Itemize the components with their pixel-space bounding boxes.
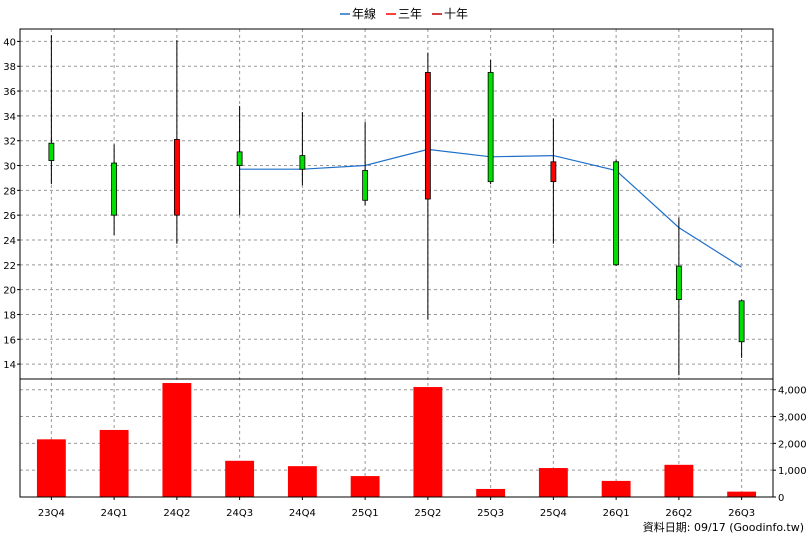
volume-bar	[350, 476, 380, 497]
legend-label: 年線	[352, 6, 376, 21]
price-tick-label: 32	[3, 137, 16, 148]
volume-tick-label: 2,000	[778, 439, 807, 450]
price-tick-label: 18	[3, 310, 16, 321]
candle-body	[424, 72, 431, 200]
price-tick-label: 20	[3, 286, 16, 297]
candle-body	[111, 162, 118, 216]
candle-body	[362, 170, 369, 201]
volume-bar	[476, 488, 506, 497]
chart-legend: 年線 三年 十年	[340, 6, 468, 21]
legend-label: 三年	[398, 7, 422, 21]
axes: 14 16 18 20 22 24 26 28 30 32 34 36 38 40 0 1,000 2,000 3…	[3, 28, 807, 519]
candle-body	[675, 265, 682, 300]
category-tick-label: 25Q3	[477, 508, 504, 519]
volume-bar	[727, 491, 757, 497]
category-tick-label: 24Q4	[289, 508, 316, 519]
candle-body	[487, 72, 494, 183]
grid-lines	[20, 29, 773, 497]
candle-body	[48, 142, 55, 161]
volume-bar	[287, 466, 317, 497]
candle-body	[236, 151, 243, 166]
price-tick-label: 36	[3, 87, 16, 98]
volume-bar	[601, 480, 631, 497]
volume-tick-label: 0	[778, 493, 784, 504]
price-tick-label: 30	[3, 162, 16, 173]
volume-bar	[36, 439, 66, 497]
candle-body	[613, 161, 620, 266]
data-date-credit: 資料日期: 09/17 (Goodinfo.tw)	[643, 520, 804, 534]
price-tick-label: 16	[3, 335, 16, 346]
volume-tick-label: 1,000	[778, 466, 807, 477]
category-tick-label: 24Q2	[163, 508, 190, 519]
category-tick-label: 24Q1	[101, 508, 128, 519]
candle-body	[299, 155, 306, 170]
price-tick-label: 40	[3, 37, 16, 48]
price-tick-label: 22	[3, 261, 16, 272]
volume-bar	[162, 383, 192, 497]
price-tick-label: 34	[3, 112, 16, 123]
volume-bar	[413, 387, 443, 497]
price-tick-label: 26	[3, 211, 16, 222]
category-tick-label: 24Q3	[226, 508, 253, 519]
volume-bar	[538, 468, 568, 497]
category-tick-label: 26Q1	[603, 508, 630, 519]
volume-tick-label: 3,000	[778, 413, 807, 424]
price-tick-label: 28	[3, 186, 16, 197]
volume-bar	[664, 464, 694, 497]
category-tick-label: 26Q2	[665, 508, 692, 519]
category-tick-label: 25Q1	[352, 508, 379, 519]
legend-label: 十年	[444, 7, 468, 21]
volume-tick-label: 4,000	[778, 386, 807, 397]
volume-bars	[36, 383, 757, 497]
volume-bar	[99, 429, 129, 497]
category-tick-label: 23Q4	[38, 508, 65, 519]
candles	[48, 35, 745, 376]
candle-body	[550, 161, 557, 183]
candle-body	[173, 139, 180, 216]
category-tick-label: 25Q2	[414, 508, 441, 519]
price-tick-label: 38	[3, 62, 16, 73]
category-tick-label: 25Q4	[540, 508, 567, 519]
volume-bar	[225, 460, 255, 497]
candle-body	[738, 300, 745, 343]
price-tick-label: 24	[3, 236, 16, 247]
category-tick-label: 26Q3	[728, 508, 755, 519]
plot-frame	[19, 28, 774, 498]
price-tick-label: 14	[3, 360, 16, 371]
